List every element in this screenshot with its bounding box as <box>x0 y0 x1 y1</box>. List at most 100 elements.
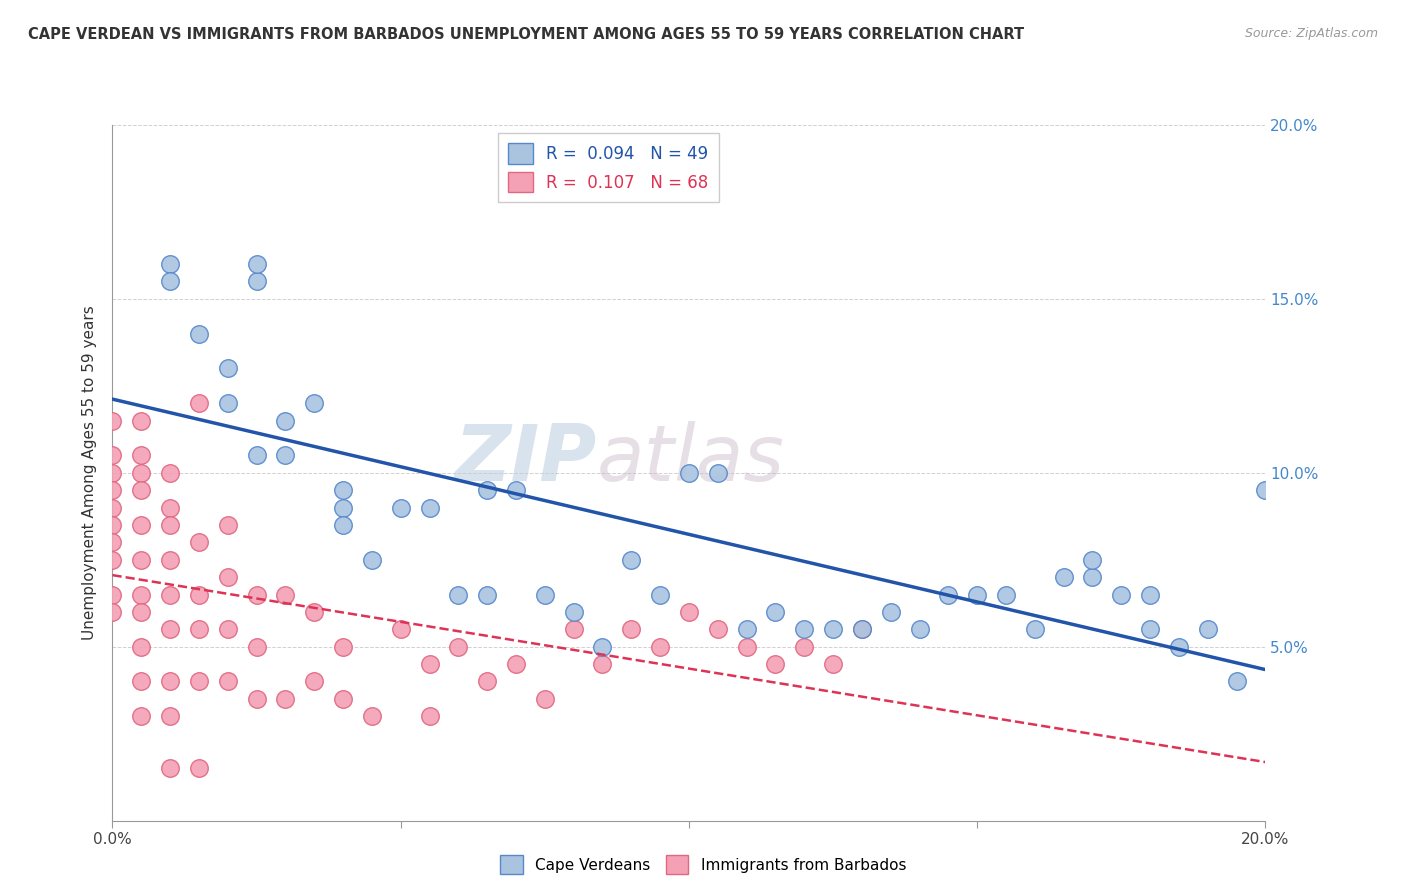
Point <box>475 587 498 601</box>
Text: ZIP: ZIP <box>454 421 596 497</box>
Point <box>188 396 211 410</box>
Point <box>217 570 239 584</box>
Point <box>188 587 211 601</box>
Point <box>419 709 441 723</box>
Point <box>592 657 614 671</box>
Point <box>360 709 382 723</box>
Point <box>245 274 267 288</box>
Point <box>159 552 181 567</box>
Point <box>475 674 498 689</box>
Point <box>129 709 153 723</box>
Point <box>620 623 643 637</box>
Point <box>245 587 267 601</box>
Point <box>389 623 412 637</box>
Point <box>793 623 815 637</box>
Point <box>419 657 441 671</box>
Point <box>304 674 326 689</box>
Point <box>678 605 700 619</box>
Point <box>245 257 267 271</box>
Point <box>1024 623 1046 637</box>
Point <box>188 535 211 549</box>
Point <box>1081 552 1104 567</box>
Point <box>159 623 181 637</box>
Point <box>101 535 124 549</box>
Point <box>1167 640 1189 654</box>
Text: CAPE VERDEAN VS IMMIGRANTS FROM BARBADOS UNEMPLOYMENT AMONG AGES 55 TO 59 YEARS : CAPE VERDEAN VS IMMIGRANTS FROM BARBADOS… <box>28 27 1024 42</box>
Point <box>129 552 153 567</box>
Point <box>332 692 354 706</box>
Point <box>129 605 153 619</box>
Point <box>851 623 873 637</box>
Point <box>159 587 181 601</box>
Point <box>821 657 844 671</box>
Point <box>274 692 297 706</box>
Point <box>936 587 959 601</box>
Point <box>620 552 643 567</box>
Point <box>304 396 326 410</box>
Point <box>129 483 153 497</box>
Point <box>101 552 124 567</box>
Point <box>533 692 555 706</box>
Point <box>159 761 181 775</box>
Point <box>245 448 267 462</box>
Point <box>101 448 124 462</box>
Point <box>129 466 153 480</box>
Text: Source: ZipAtlas.com: Source: ZipAtlas.com <box>1244 27 1378 40</box>
Point <box>475 483 498 497</box>
Point <box>159 709 181 723</box>
Point <box>706 466 728 480</box>
Point <box>159 466 181 480</box>
Point <box>159 674 181 689</box>
Point <box>217 623 239 637</box>
Point <box>1081 570 1104 584</box>
Point <box>389 500 412 515</box>
Point <box>101 605 124 619</box>
Point <box>505 483 527 497</box>
Point <box>188 326 211 341</box>
Point <box>129 674 153 689</box>
Legend: Cape Verdeans, Immigrants from Barbados: Cape Verdeans, Immigrants from Barbados <box>494 849 912 880</box>
Point <box>129 587 153 601</box>
Point <box>159 517 181 532</box>
Point <box>562 623 585 637</box>
Point <box>447 640 470 654</box>
Text: atlas: atlas <box>596 421 785 497</box>
Point <box>793 640 815 654</box>
Point <box>274 587 297 601</box>
Point <box>1139 623 1161 637</box>
Point <box>332 500 354 515</box>
Point <box>188 761 211 775</box>
Point <box>332 517 354 532</box>
Point <box>1139 587 1161 601</box>
Y-axis label: Unemployment Among Ages 55 to 59 years: Unemployment Among Ages 55 to 59 years <box>82 305 97 640</box>
Point <box>592 640 614 654</box>
Point <box>505 657 527 671</box>
Point <box>217 361 239 376</box>
Point <box>908 623 931 637</box>
Point <box>821 623 844 637</box>
Point <box>274 414 297 428</box>
Point <box>129 517 153 532</box>
Point <box>419 500 441 515</box>
Point <box>159 257 181 271</box>
Point <box>1111 587 1133 601</box>
Point <box>995 587 1018 601</box>
Point <box>217 396 239 410</box>
Point <box>706 623 728 637</box>
Point <box>1052 570 1074 584</box>
Point <box>735 640 758 654</box>
Point <box>129 414 153 428</box>
Point <box>648 640 672 654</box>
Point <box>1254 483 1277 497</box>
Point <box>360 552 382 567</box>
Point <box>1226 674 1249 689</box>
Point <box>735 623 758 637</box>
Point <box>332 483 354 497</box>
Point <box>765 605 787 619</box>
Point <box>129 640 153 654</box>
Point <box>274 448 297 462</box>
Point <box>101 517 124 532</box>
Point <box>159 500 181 515</box>
Point <box>101 414 124 428</box>
Point <box>101 466 124 480</box>
